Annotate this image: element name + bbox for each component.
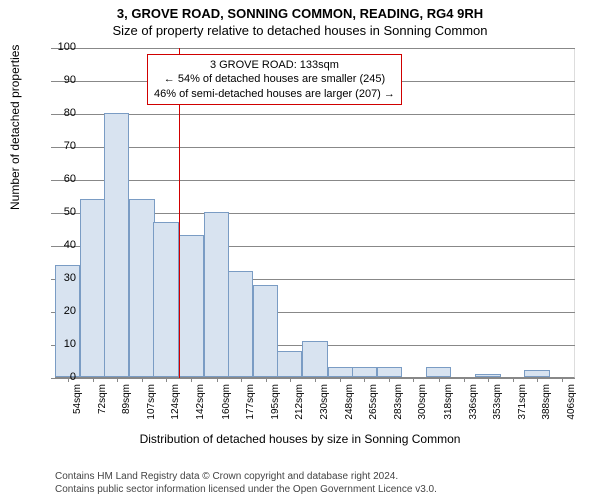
- xtick-mark: [217, 378, 218, 382]
- xtick-mark: [488, 378, 489, 382]
- ytick-label: 10: [46, 338, 76, 350]
- xtick-label: 212sqm: [294, 384, 305, 434]
- xtick-label: 248sqm: [344, 384, 355, 434]
- xtick-mark: [413, 378, 414, 382]
- xtick-mark: [290, 378, 291, 382]
- annotation-line-1: 3 GROVE ROAD: 133sqm: [154, 58, 395, 72]
- xtick-label: 54sqm: [72, 384, 83, 434]
- annotation-line-3: 46% of semi-detached houses are larger (…: [154, 87, 395, 101]
- xtick-mark: [537, 378, 538, 382]
- histogram-bar: [204, 212, 229, 377]
- ytick-label: 0: [46, 371, 76, 383]
- xtick-label: 283sqm: [393, 384, 404, 434]
- footer-line-1: Contains HM Land Registry data © Crown c…: [55, 470, 437, 483]
- annotation-line-2: ← 54% of detached houses are smaller (24…: [154, 72, 395, 86]
- ytick-label: 100: [46, 41, 76, 53]
- xtick-mark: [93, 378, 94, 382]
- xtick-label: 336sqm: [468, 384, 479, 434]
- y-axis-label: Number of detached properties: [8, 45, 22, 210]
- histogram-bar: [129, 199, 154, 377]
- xtick-mark: [117, 378, 118, 382]
- histogram-bar: [80, 199, 105, 377]
- xtick-label: 72sqm: [97, 384, 108, 434]
- ytick-label: 40: [46, 239, 76, 251]
- xtick-label: 371sqm: [517, 384, 528, 434]
- xtick-label: 107sqm: [146, 384, 157, 434]
- xtick-mark: [191, 378, 192, 382]
- histogram-bar: [352, 367, 377, 377]
- xtick-mark: [364, 378, 365, 382]
- xtick-mark: [513, 378, 514, 382]
- histogram-bar: [153, 222, 178, 377]
- histogram-bar: [302, 341, 327, 377]
- ytick-label: 50: [46, 206, 76, 218]
- histogram-bar: [475, 374, 500, 377]
- ytick-label: 60: [46, 173, 76, 185]
- xtick-label: 318sqm: [443, 384, 454, 434]
- footer-line-2: Contains public sector information licen…: [55, 483, 437, 496]
- histogram-bar: [377, 367, 402, 377]
- xtick-label: 388sqm: [541, 384, 552, 434]
- xtick-label: 177sqm: [245, 384, 256, 434]
- xtick-mark: [562, 378, 563, 382]
- xtick-label: 89sqm: [121, 384, 132, 434]
- xtick-label: 195sqm: [270, 384, 281, 434]
- xtick-label: 300sqm: [417, 384, 428, 434]
- grid-line: [55, 147, 575, 148]
- ytick-label: 80: [46, 107, 76, 119]
- xtick-mark: [166, 378, 167, 382]
- x-axis-label: Distribution of detached houses by size …: [0, 432, 600, 446]
- ytick-label: 90: [46, 74, 76, 86]
- xtick-mark: [266, 378, 267, 382]
- histogram-bar: [426, 367, 451, 377]
- plot-area: 54sqm72sqm89sqm107sqm124sqm142sqm160sqm1…: [55, 48, 575, 378]
- title-address: 3, GROVE ROAD, SONNING COMMON, READING, …: [0, 0, 600, 21]
- xtick-mark: [439, 378, 440, 382]
- histogram-bar: [253, 285, 278, 377]
- xtick-mark: [464, 378, 465, 382]
- xtick-label: 353sqm: [492, 384, 503, 434]
- xtick-label: 124sqm: [170, 384, 181, 434]
- xtick-label: 230sqm: [319, 384, 330, 434]
- histogram-bar: [524, 370, 549, 377]
- xtick-mark: [340, 378, 341, 382]
- ytick-label: 20: [46, 305, 76, 317]
- title-subtitle: Size of property relative to detached ho…: [0, 21, 600, 38]
- xtick-label: 406sqm: [566, 384, 577, 434]
- grid-line: [55, 114, 575, 115]
- xtick-label: 142sqm: [195, 384, 206, 434]
- xtick-mark: [389, 378, 390, 382]
- histogram-bar: [228, 271, 253, 377]
- xtick-label: 160sqm: [221, 384, 232, 434]
- histogram-bar: [328, 367, 353, 377]
- xtick-mark: [241, 378, 242, 382]
- annotation-box: 3 GROVE ROAD: 133sqm← 54% of detached ho…: [147, 54, 402, 105]
- grid-line: [55, 180, 575, 181]
- ytick-label: 30: [46, 272, 76, 284]
- histogram-bar: [104, 113, 129, 377]
- xtick-label: 265sqm: [368, 384, 379, 434]
- plot-frame: 54sqm72sqm89sqm107sqm124sqm142sqm160sqm1…: [55, 48, 575, 378]
- histogram-bar: [277, 351, 302, 377]
- histogram-bar: [179, 235, 204, 377]
- attribution-footer: Contains HM Land Registry data © Crown c…: [55, 470, 437, 496]
- xtick-mark: [142, 378, 143, 382]
- ytick-label: 70: [46, 140, 76, 152]
- xtick-mark: [315, 378, 316, 382]
- grid-line: [55, 48, 575, 49]
- chart-container: 3, GROVE ROAD, SONNING COMMON, READING, …: [0, 0, 600, 500]
